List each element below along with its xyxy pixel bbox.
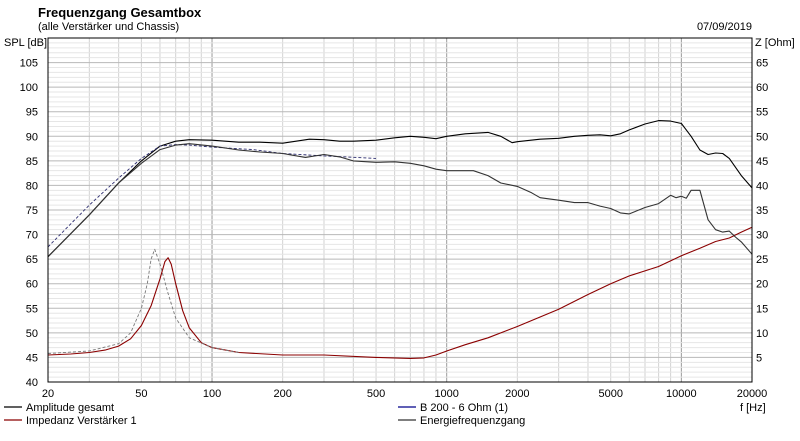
legend-label: Energiefrequenzgang bbox=[420, 415, 525, 427]
x-tick-label: 20 bbox=[42, 388, 54, 400]
y-tick-label-right: 60 bbox=[756, 82, 768, 94]
y-tick-label-right: 25 bbox=[756, 254, 768, 266]
y-tick-label-left: 85 bbox=[26, 156, 38, 168]
y-tick-label-left: 70 bbox=[26, 230, 38, 242]
y-tick-label-right: 40 bbox=[756, 180, 768, 192]
series-line-1 bbox=[47, 226, 753, 359]
grid bbox=[47, 37, 753, 383]
y-tick-label-left: 50 bbox=[26, 328, 38, 340]
y-tick-label-left: 90 bbox=[26, 131, 38, 143]
series-line-4 bbox=[47, 143, 753, 258]
chart-date: 07/09/2019 bbox=[697, 21, 752, 33]
y-tick-label-right: 5 bbox=[756, 352, 762, 364]
y-tick-label-left: 65 bbox=[26, 254, 38, 266]
y-tick-label-left: 95 bbox=[26, 107, 38, 119]
y-tick-label-left: 75 bbox=[26, 205, 38, 217]
x-tick-label: 20000 bbox=[737, 388, 768, 400]
legend-label: B 200 - 6 Ohm (1) bbox=[420, 402, 508, 414]
y-tick-label-left: 55 bbox=[26, 303, 38, 315]
y-tick-label-right: 20 bbox=[756, 279, 768, 291]
series-line-0 bbox=[47, 120, 753, 258]
x-axis-label: f [Hz] bbox=[740, 402, 766, 414]
x-tick-label: 200 bbox=[273, 388, 291, 400]
y-tick-label-right: 35 bbox=[756, 205, 768, 217]
y-tick-label-right: 45 bbox=[756, 156, 768, 168]
x-tick-label: 500 bbox=[367, 388, 385, 400]
y-tick-label-right: 65 bbox=[756, 58, 768, 70]
x-tick-label: 2000 bbox=[505, 388, 529, 400]
x-tick-label: 50 bbox=[135, 388, 147, 400]
y-tick-label-left: 60 bbox=[26, 279, 38, 291]
y-tick-label-right: 15 bbox=[756, 303, 768, 315]
y-axis-label-right: Z [Ohm] bbox=[755, 37, 795, 49]
tick-labels: 20 50 100 200 500 1000 2000 5000 10000 20000 40 45 5… bbox=[20, 58, 769, 400]
x-tick-label: 10000 bbox=[666, 388, 697, 400]
y-tick-label-right: 50 bbox=[756, 131, 768, 143]
y-tick-label-right: 55 bbox=[756, 107, 768, 119]
series-line-2 bbox=[47, 144, 377, 248]
x-tick-label: 5000 bbox=[598, 388, 622, 400]
y-tick-label-left: 45 bbox=[26, 352, 38, 364]
series-line-3 bbox=[47, 248, 239, 354]
chart-subtitle: (alle Verstärker und Chassis) bbox=[38, 21, 179, 33]
y-tick-label-right: 10 bbox=[756, 328, 768, 340]
y-tick-label-left: 100 bbox=[20, 82, 38, 94]
plot-area bbox=[47, 120, 753, 359]
legend-label: Amplitude gesamt bbox=[26, 402, 114, 414]
y-axis-label-left: SPL [dB] bbox=[4, 37, 47, 49]
chart-title: Frequenzgang Gesamtbox bbox=[38, 5, 202, 20]
plot-frame bbox=[47, 37, 753, 383]
legend-label: Impedanz Verstärker 1 bbox=[26, 415, 137, 427]
y-tick-label-left: 40 bbox=[26, 377, 38, 389]
y-tick-label-left: 105 bbox=[20, 58, 38, 70]
x-tick-label: 100 bbox=[203, 388, 221, 400]
y-tick-label-right: 30 bbox=[756, 230, 768, 242]
y-tick-label-left: 80 bbox=[26, 180, 38, 192]
x-tick-label: 1000 bbox=[434, 388, 458, 400]
